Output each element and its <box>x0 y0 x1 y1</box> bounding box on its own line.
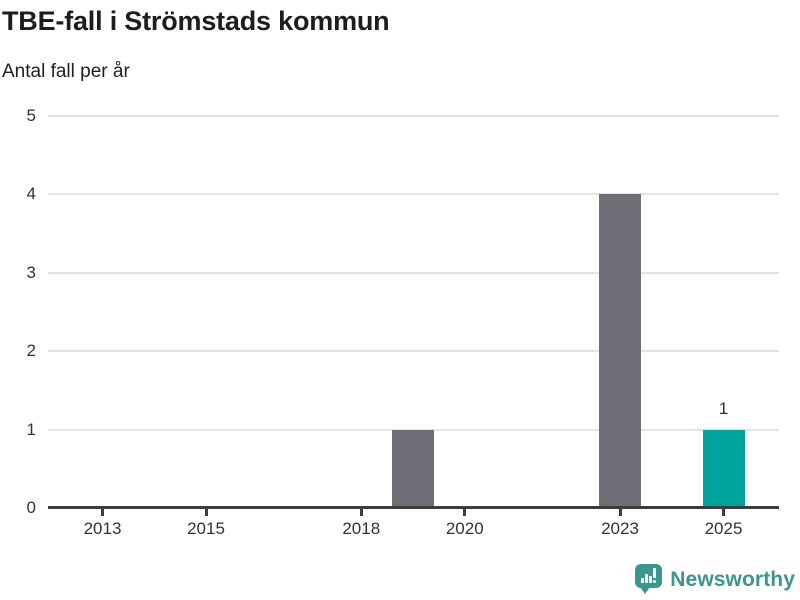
x-axis-tick <box>618 509 622 516</box>
x-axis-tick <box>101 509 104 516</box>
chart-subtitle: Antal fall per år <box>2 61 130 82</box>
x-axis-tick <box>722 509 725 516</box>
x-axis-tick-label: 2020 <box>445 519 484 538</box>
x-axis-tick-label: 2013 <box>83 519 122 538</box>
gridline <box>48 115 779 117</box>
gridline <box>48 193 779 196</box>
speech-bubble-shape <box>635 564 663 588</box>
exclamation-glyph <box>653 568 657 583</box>
y-axis-tick-label: 3 <box>26 262 36 282</box>
x-axis-tick <box>359 509 363 516</box>
y-axis-tick-label: 5 <box>26 106 36 125</box>
x-axis-line <box>48 506 779 509</box>
y-axis-tick-label: 0 <box>26 498 36 517</box>
x-axis-tick-label: 2015 <box>187 519 225 538</box>
x-axis-tick-label: 2023 <box>601 519 639 538</box>
y-axis-tick-label: 2 <box>26 341 36 361</box>
y-axis-tick-label: 1 <box>26 419 36 439</box>
gridline <box>48 350 779 353</box>
x-axis-tick <box>463 509 467 516</box>
newsworthy-logo-icon <box>635 564 663 595</box>
bar-2019 <box>392 429 434 508</box>
x-axis-tick-label: 2025 <box>704 519 743 538</box>
chart-title: TBE-fall i Strömstads kommun <box>2 6 390 36</box>
bar-2023 <box>599 194 641 508</box>
barchart-glyph <box>635 564 662 588</box>
gridline <box>48 271 779 274</box>
y-axis-tick-label: 4 <box>26 184 36 204</box>
bar-value-label: 1 <box>718 398 729 418</box>
x-axis-tick-label: 2018 <box>342 519 381 538</box>
newsworthy-wordmark: Newsworthy <box>670 567 795 591</box>
bar-2025 <box>702 429 745 508</box>
newsworthy-branding[interactable]: Newsworthy <box>635 564 795 595</box>
x-axis-tick <box>204 509 208 516</box>
speech-bubble-tail <box>640 587 651 594</box>
